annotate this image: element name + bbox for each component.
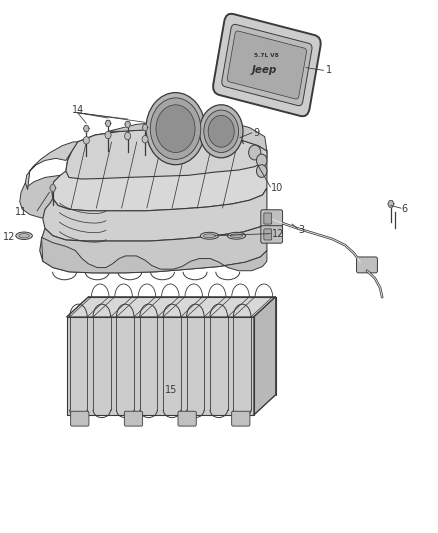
Ellipse shape [16,232,32,239]
Text: 5.7L V8: 5.7L V8 [254,53,279,58]
Text: 9: 9 [253,128,259,138]
Ellipse shape [200,232,219,239]
Circle shape [142,135,148,143]
Polygon shape [42,237,267,273]
FancyBboxPatch shape [261,210,283,227]
FancyBboxPatch shape [264,213,272,224]
Polygon shape [43,188,267,241]
Polygon shape [50,185,56,191]
Circle shape [125,132,131,140]
Polygon shape [66,130,267,179]
Polygon shape [254,297,276,415]
FancyBboxPatch shape [71,411,89,426]
Circle shape [257,154,267,167]
Ellipse shape [203,234,215,238]
Circle shape [156,105,195,152]
Text: 11: 11 [15,207,27,217]
Text: 15: 15 [165,384,177,394]
Polygon shape [105,120,111,126]
Polygon shape [67,297,276,317]
Polygon shape [84,126,89,132]
Circle shape [208,115,234,147]
Polygon shape [142,125,148,131]
FancyBboxPatch shape [261,225,283,243]
Polygon shape [67,317,254,415]
Text: 1: 1 [325,66,332,75]
Circle shape [249,145,261,160]
Text: 6: 6 [402,204,408,214]
Circle shape [105,131,111,139]
Polygon shape [125,122,131,127]
Text: 3: 3 [298,225,304,236]
Text: 14: 14 [71,105,84,115]
Circle shape [83,136,89,144]
Polygon shape [388,201,394,207]
Circle shape [204,110,239,152]
FancyBboxPatch shape [222,25,312,106]
Ellipse shape [227,232,246,239]
FancyBboxPatch shape [227,31,307,99]
Text: 10: 10 [271,183,283,193]
Ellipse shape [230,234,243,238]
Circle shape [146,93,205,165]
FancyBboxPatch shape [232,411,250,426]
Polygon shape [20,171,60,219]
Polygon shape [52,130,267,211]
Circle shape [150,98,201,159]
FancyBboxPatch shape [213,14,321,116]
FancyBboxPatch shape [357,257,378,273]
FancyBboxPatch shape [178,411,196,426]
Polygon shape [108,119,267,151]
Polygon shape [40,220,267,273]
Circle shape [199,105,243,158]
Text: 12: 12 [272,229,285,239]
Ellipse shape [19,233,29,238]
Text: Jeep: Jeep [251,64,276,75]
Text: 12: 12 [3,232,15,243]
Circle shape [257,165,267,177]
FancyBboxPatch shape [264,229,272,240]
FancyBboxPatch shape [124,411,143,426]
Polygon shape [25,142,78,190]
